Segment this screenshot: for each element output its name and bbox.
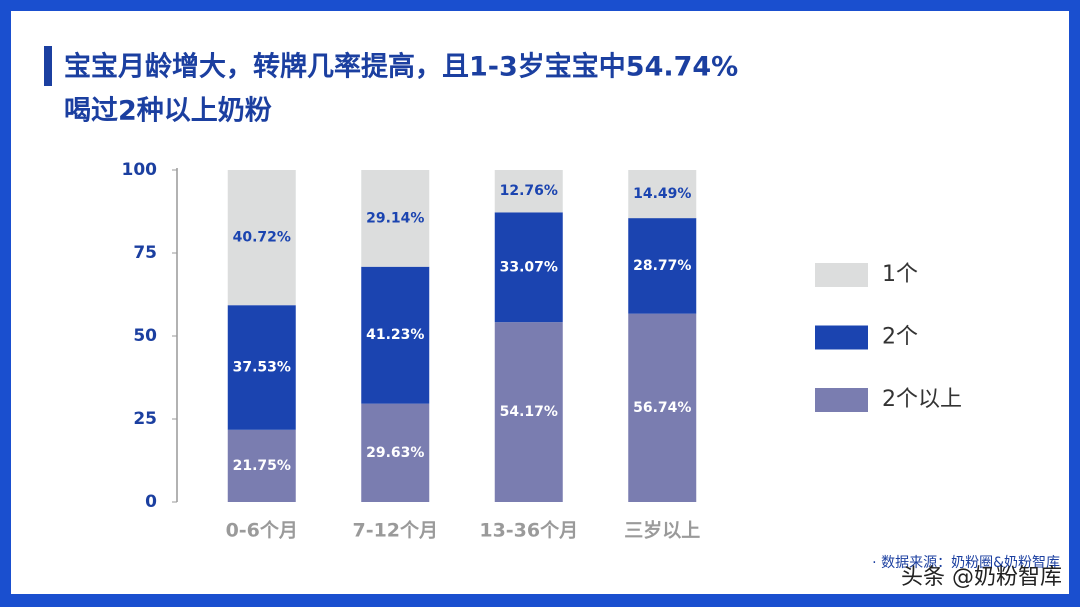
chart-title: 喝过2种以上奶粉 [64, 96, 272, 127]
value-label: 14.49% [633, 186, 691, 202]
bar-segment [494, 322, 563, 502]
y-tick-label: 100 [122, 160, 158, 180]
x-tick-label: 7-12个月 [352, 520, 438, 542]
y-tick-label: 0 [145, 492, 157, 512]
y-tick-label: 75 [133, 243, 157, 263]
x-tick-label: 0-6个月 [226, 520, 298, 542]
bar-segment [227, 170, 296, 306]
legend-label: 1个 [882, 262, 918, 287]
chart-title: 宝宝月龄增大，转牌几率提高，且1-3岁宝宝中54.74% [64, 51, 738, 83]
legend-label: 2个以上 [882, 387, 962, 412]
legend-swatch [815, 263, 868, 287]
value-label: 40.72% [233, 230, 291, 246]
bar-segment [361, 170, 430, 267]
bar-segment [361, 403, 430, 502]
value-label: 29.63% [366, 445, 424, 461]
y-tick-label: 25 [133, 409, 157, 429]
legend-label: 2个 [882, 325, 918, 350]
y-tick-label: 50 [133, 326, 157, 346]
bar-segment [628, 313, 697, 502]
value-label: 12.76% [500, 183, 558, 199]
source: · 数据来源：奶粉圈&奶粉智库 [872, 555, 1060, 571]
value-label: 33.07% [500, 259, 558, 275]
bar-segment [628, 218, 697, 314]
bar-segment [227, 305, 296, 430]
value-label: 37.53% [233, 359, 291, 375]
value-label: 41.23% [366, 327, 424, 343]
bar-segment [494, 170, 563, 213]
value-label: 54.17% [500, 404, 558, 420]
bar-segment [628, 170, 697, 219]
x-tick-label: 三岁以上 [624, 519, 700, 542]
legend-swatch [815, 388, 868, 412]
value-label: 28.77% [633, 258, 691, 274]
value-label: 21.75% [233, 458, 291, 474]
legend-swatch [815, 325, 868, 350]
bar-segment [227, 429, 296, 502]
value-label: 29.14% [366, 210, 424, 226]
bar-segment [494, 212, 563, 323]
title-bar [44, 46, 52, 86]
bar-segment [361, 266, 430, 404]
x-tick-label: 13-36个月 [479, 520, 578, 542]
watermark: 头条 @奶粉智库 [901, 565, 1062, 590]
value-label: 56.74% [633, 400, 691, 416]
